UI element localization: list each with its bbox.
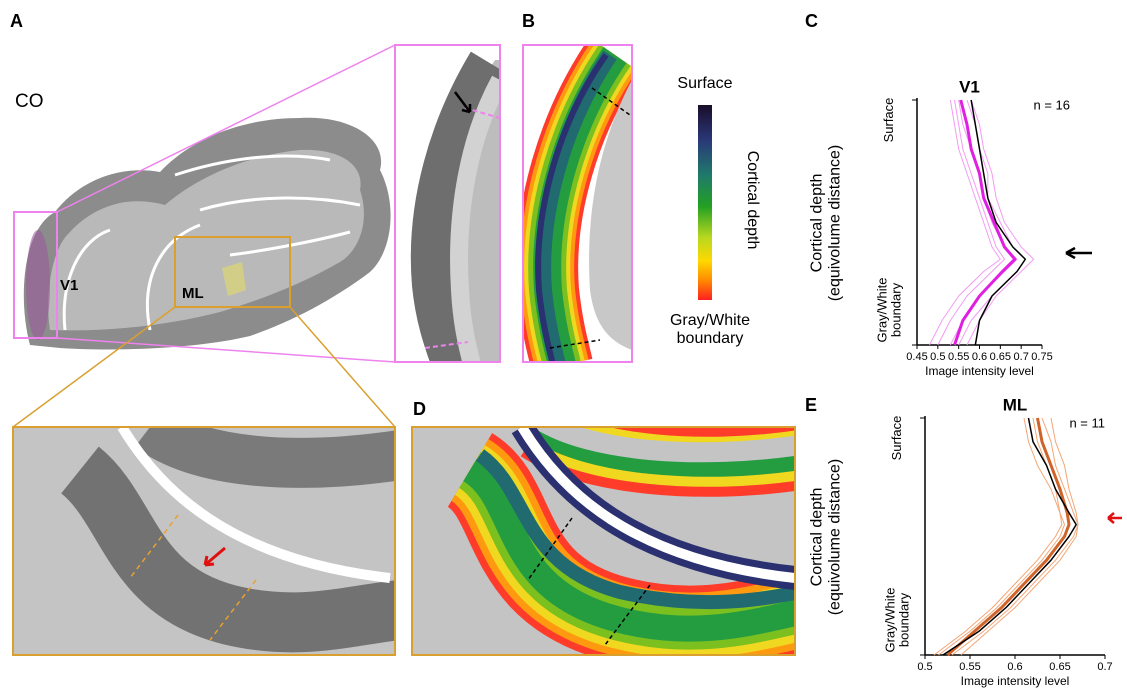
- panel-label: E: [805, 395, 817, 415]
- area-label: ML: [182, 285, 204, 302]
- x-tick-label: 0.6: [1007, 661, 1022, 673]
- figure: A B D CO V1 ML Surface Cortical depth C V…: [0, 0, 1127, 694]
- series-line: [934, 418, 1062, 655]
- x-tick-label: 0.6: [972, 351, 987, 363]
- x-tick-label: 0.5: [917, 661, 932, 673]
- x-tick-label: 0.5: [930, 351, 945, 363]
- colorbar-label: Surface: [677, 75, 732, 92]
- x-tick-label: 0.55: [948, 351, 969, 363]
- brain-section: [24, 118, 391, 350]
- chart-title: V1: [959, 77, 980, 96]
- x-tick-label: 0.65: [1049, 661, 1070, 673]
- v1-zoom: [395, 45, 500, 365]
- y-axis-label: Cortical depth (equivolume distance): [808, 452, 843, 622]
- y-tick-label: Surface: [890, 393, 904, 483]
- chart-title: ML: [1003, 395, 1028, 414]
- x-axis-label: Image intensity level: [961, 674, 1070, 688]
- ml-depth-map: [412, 420, 800, 655]
- series-line: [930, 100, 1001, 345]
- x-tick-label: 0.55: [959, 661, 980, 673]
- series-line: [952, 418, 1078, 655]
- stain-label: CO: [15, 91, 44, 112]
- y-axis-label: Cortical depth (equivolume distance): [808, 138, 843, 308]
- x-tick-label: 0.7: [1097, 661, 1112, 673]
- x-axis-label: Image intensity level: [925, 364, 1034, 378]
- series-line: [971, 100, 1025, 345]
- x-tick-label: 0.75: [1031, 351, 1052, 363]
- v1-depth-map: [523, 45, 632, 365]
- y-tick-label: Surface: [882, 75, 896, 165]
- panel-label: B: [522, 11, 535, 31]
- panel-label: A: [10, 11, 23, 31]
- annotation: n = 11: [1069, 415, 1105, 430]
- x-tick-label: 0.45: [906, 351, 927, 363]
- y-tick-label: Gray/White boundary: [883, 575, 910, 665]
- annotation: n = 16: [1033, 97, 1070, 112]
- x-tick-label: 0.7: [1014, 351, 1029, 363]
- panel-label: C: [805, 11, 818, 31]
- series-line: [948, 418, 1070, 655]
- x-tick-label: 0.65: [990, 351, 1011, 363]
- colorbar-label: Cortical depth: [744, 151, 761, 250]
- y-tick-label: Gray/White boundary: [875, 265, 902, 355]
- panel-label: D: [413, 399, 426, 419]
- series-line: [955, 100, 1015, 345]
- series-line: [943, 418, 1076, 655]
- ml-zoom: [13, 427, 400, 655]
- figure-graphics: A B D CO V1 ML Surface Cortical depth C V…: [0, 0, 1127, 694]
- area-label: V1: [60, 277, 78, 294]
- colorbar-label: Gray/White boundary: [655, 312, 765, 347]
